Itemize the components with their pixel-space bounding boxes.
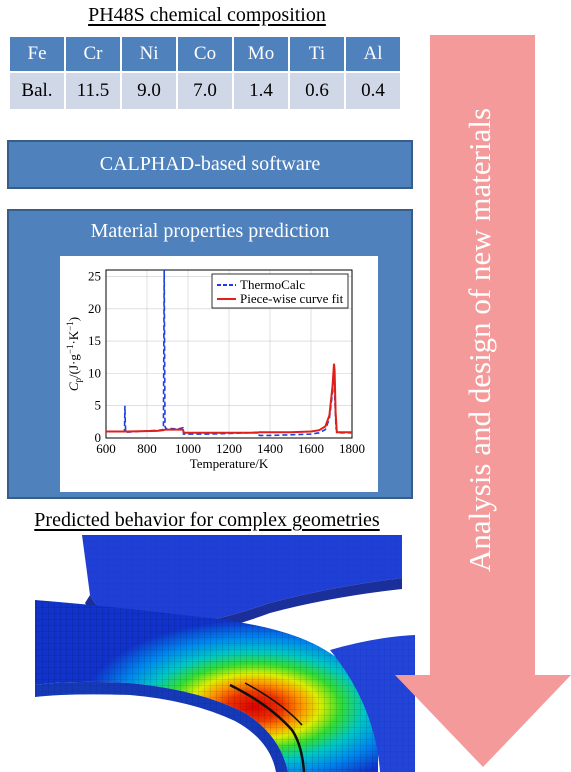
composition-title: PH48S chemical composition xyxy=(88,4,326,26)
properties-title: Material properties prediction xyxy=(90,220,330,242)
legend-label-curve-fit: Piece-wise curve fit xyxy=(240,291,344,306)
element-value: 0.6 xyxy=(290,73,344,109)
composition-value-row: Bal. 11.5 9.0 7.0 1.4 0.6 0.4 xyxy=(10,73,400,109)
geometry-title: Predicted behavior for complex geometrie… xyxy=(34,509,380,531)
composition-table: Fe Cr Ni Co Mo Ti Al Bal. 11.5 9.0 7.0 1… xyxy=(8,35,402,111)
y-tick-label: 0 xyxy=(95,430,102,445)
properties-box: Material properties prediction 600 800 100… xyxy=(7,209,413,499)
element-value: 7.0 xyxy=(178,73,232,109)
arrow-label: Analysis and design of new materials xyxy=(462,107,497,573)
y-label-sub: p xyxy=(73,377,83,382)
element-value: 11.5 xyxy=(66,73,120,109)
y-label-sup1: −1 xyxy=(65,345,75,355)
element-value: Bal. xyxy=(10,73,64,109)
y-label-main: C xyxy=(66,382,81,391)
element-header: Ni xyxy=(122,37,176,71)
element-header: Fe xyxy=(10,37,64,71)
y-label-end: ) xyxy=(66,317,81,321)
x-tick-label: 1000 xyxy=(175,441,201,456)
legend-label-thermocalc: ThermoCalc xyxy=(240,277,305,292)
fe-simulation-image xyxy=(35,535,415,772)
y-label-sup2: −1 xyxy=(65,321,75,331)
y-tick-label: 5 xyxy=(95,398,102,413)
x-axis-label: Temperature/K xyxy=(190,456,269,471)
calphad-label: CALPHAD-based software xyxy=(99,153,321,175)
y-axis-label: Cp/(J·g−1·K−1) xyxy=(65,317,83,391)
plot-frame xyxy=(105,269,353,439)
y-tick-label: 25 xyxy=(88,268,101,283)
x-tick-label: 800 xyxy=(137,441,157,456)
element-header: Cr xyxy=(66,37,120,71)
element-value: 0.4 xyxy=(346,73,400,109)
x-tick-label: 600 xyxy=(96,441,116,456)
element-header: Mo xyxy=(234,37,288,71)
y-tick-label: 10 xyxy=(88,365,101,380)
y-label-mid: ·K xyxy=(66,330,81,344)
arrow-shape xyxy=(395,35,571,767)
chart-panel: 600 800 1000 1200 1400 1600 1800 0 5 10 15 20 25 Tem… xyxy=(60,256,378,492)
arrow-label-wrap: Analysis and design of new materials xyxy=(385,40,571,640)
y-tick-label: 20 xyxy=(88,301,101,316)
calphad-box: CALPHAD-based software xyxy=(7,140,413,189)
x-tick-label: 1400 xyxy=(257,441,283,456)
analysis-design-arrow xyxy=(395,35,571,767)
legend-box xyxy=(211,273,349,309)
x-tick-label: 1600 xyxy=(298,441,324,456)
element-header: Ti xyxy=(290,37,344,71)
series-line-piece-wise-curve-fit xyxy=(106,363,352,434)
y-tick-label: 15 xyxy=(88,333,101,348)
x-tick-label: 1800 xyxy=(339,441,365,456)
element-header: Co xyxy=(178,37,232,71)
y-label-units: /(J·g xyxy=(66,354,81,378)
x-tick-label: 1200 xyxy=(216,441,242,456)
composition-header-row: Fe Cr Ni Co Mo Ti Al xyxy=(10,37,400,71)
legend: ThermoCalc Piece-wise curve fit xyxy=(211,273,349,309)
element-header: Al xyxy=(346,37,400,71)
element-value: 1.4 xyxy=(234,73,288,109)
cp-chart: 600 800 1000 1200 1400 1600 1800 0 5 10 15 20 25 Tem… xyxy=(65,268,365,471)
element-value: 9.0 xyxy=(122,73,176,109)
